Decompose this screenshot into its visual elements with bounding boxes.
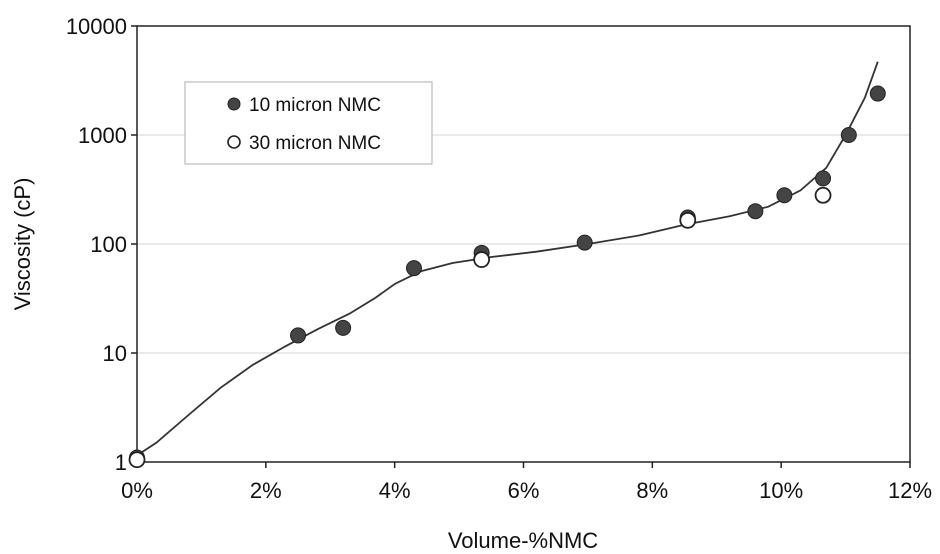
data-points <box>128 85 886 469</box>
x-tick-label: 10% <box>759 478 803 503</box>
y-tick-label: 10 <box>103 341 127 366</box>
trend-line <box>136 61 879 457</box>
x-tick-label: 2% <box>250 478 282 503</box>
x-tick-label: 4% <box>379 478 411 503</box>
y-tick-label: 1 <box>115 450 127 475</box>
grid <box>137 134 910 354</box>
data-point-10-micron <box>776 187 793 204</box>
x-tick-label: 12% <box>888 478 932 503</box>
x-tick-label: 0% <box>121 478 153 503</box>
data-point-10-micron <box>869 85 886 102</box>
x-tick-label: 8% <box>636 478 668 503</box>
legend-box <box>184 81 433 165</box>
data-point-30-micron <box>473 251 491 268</box>
data-point-10-micron <box>405 260 422 277</box>
x-axis-title: Volume-%NMC <box>448 528 598 553</box>
legend: 10 micron NMC 30 micron NMC <box>184 81 433 165</box>
data-point-10-micron <box>290 327 307 344</box>
y-axis-title: Viscosity (cP) <box>10 178 35 311</box>
y-tick-label: 100 <box>90 232 127 257</box>
data-point-30-micron <box>128 451 146 469</box>
legend-label-30-micron: 30 micron NMC <box>249 133 381 154</box>
data-point-10-micron <box>747 203 764 220</box>
x-tick-label: 6% <box>508 478 540 503</box>
data-point-30-micron <box>679 211 697 229</box>
legend-label-10-micron: 10 micron NMC <box>249 95 381 116</box>
legend-marker-30-micron <box>227 135 241 149</box>
x-axis: 0% 2% 4% 6% 8% 10% 12% <box>121 462 932 503</box>
data-point-30-micron <box>814 186 832 204</box>
legend-marker-10-micron <box>227 97 241 111</box>
data-point-10-micron <box>840 127 857 143</box>
y-axis: 1 10 100 1000 10000 <box>66 14 137 475</box>
y-tick-label: 10000 <box>66 14 127 39</box>
y-tick-label: 1000 <box>78 123 127 148</box>
data-point-10-micron <box>815 170 832 187</box>
data-point-10-micron <box>335 319 352 336</box>
data-point-10-micron <box>576 234 593 251</box>
